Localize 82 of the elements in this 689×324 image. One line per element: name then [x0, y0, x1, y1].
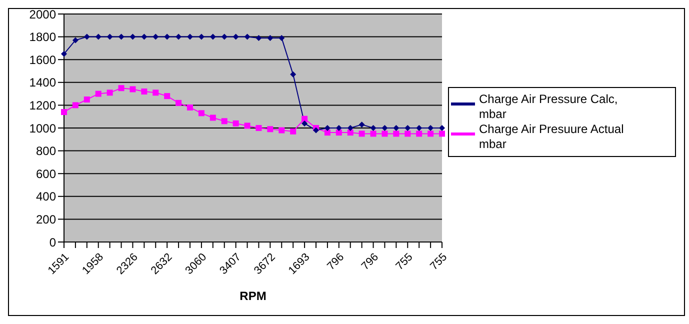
point	[358, 122, 365, 128]
point	[72, 102, 78, 108]
x-axis-title: RPM	[240, 289, 266, 303]
point	[61, 109, 67, 116]
point	[428, 130, 434, 137]
point	[336, 130, 342, 136]
point	[106, 90, 113, 96]
y-tick-label: 1800	[29, 30, 56, 44]
point	[370, 125, 376, 131]
point	[221, 34, 228, 40]
point	[210, 34, 216, 40]
point	[152, 34, 159, 40]
point	[232, 34, 239, 40]
y-tick-label: 1600	[29, 52, 56, 67]
point	[302, 116, 308, 122]
legend-label: Charge Air Pressure Calc, mbar	[479, 92, 619, 122]
y-tick-label: 1400	[29, 76, 56, 90]
point	[290, 128, 296, 134]
point	[141, 88, 148, 95]
point	[221, 118, 228, 124]
point	[370, 130, 376, 137]
point	[210, 114, 216, 121]
point	[164, 34, 170, 40]
point	[176, 100, 182, 106]
y-tick-label: 600	[36, 166, 56, 181]
point	[198, 110, 204, 116]
point	[141, 34, 148, 40]
point	[267, 34, 274, 41]
point	[416, 130, 422, 137]
y-tick-label: 200	[36, 212, 56, 226]
point	[198, 34, 204, 40]
point	[382, 125, 388, 131]
y-tick-label: 2000	[29, 7, 56, 22]
point	[176, 34, 182, 40]
x-tick-label: 796	[325, 251, 347, 273]
point	[187, 34, 193, 40]
point	[302, 120, 308, 126]
x-tick-label: 796	[359, 251, 381, 273]
point	[278, 127, 285, 134]
point	[324, 125, 330, 131]
point	[404, 130, 411, 137]
point	[439, 130, 445, 137]
point	[439, 125, 445, 131]
point	[244, 122, 250, 129]
point	[106, 34, 113, 40]
point	[313, 127, 319, 134]
x-tick-label: 755	[428, 251, 450, 273]
point	[290, 71, 296, 78]
x-tick-label: 755	[394, 251, 416, 273]
point	[347, 125, 354, 131]
point	[84, 34, 90, 40]
legend-label: Charge Air Presuure Actual mbar	[479, 122, 625, 152]
point	[164, 93, 170, 100]
point	[382, 130, 388, 137]
point	[404, 125, 411, 131]
y-tick-label: 400	[36, 190, 56, 204]
point	[95, 90, 102, 97]
y-tick-label: 800	[36, 144, 56, 158]
point	[267, 126, 274, 132]
point	[130, 34, 136, 40]
point	[95, 34, 102, 40]
point	[244, 34, 250, 40]
point	[347, 130, 354, 136]
point	[393, 125, 400, 131]
point	[84, 96, 90, 102]
point	[278, 34, 285, 41]
y-tick-label: 1000	[29, 121, 56, 136]
y-tick-label: 0	[49, 235, 56, 250]
point	[61, 50, 67, 57]
point	[393, 130, 400, 137]
point	[130, 86, 136, 92]
point	[118, 85, 124, 92]
point	[118, 34, 124, 40]
point	[152, 90, 159, 96]
y-tick-label: 1200	[29, 98, 56, 112]
point	[187, 104, 193, 110]
point	[256, 125, 262, 131]
point	[232, 120, 239, 126]
point	[358, 130, 365, 137]
point	[324, 130, 330, 136]
point	[256, 34, 262, 41]
point	[72, 37, 78, 44]
